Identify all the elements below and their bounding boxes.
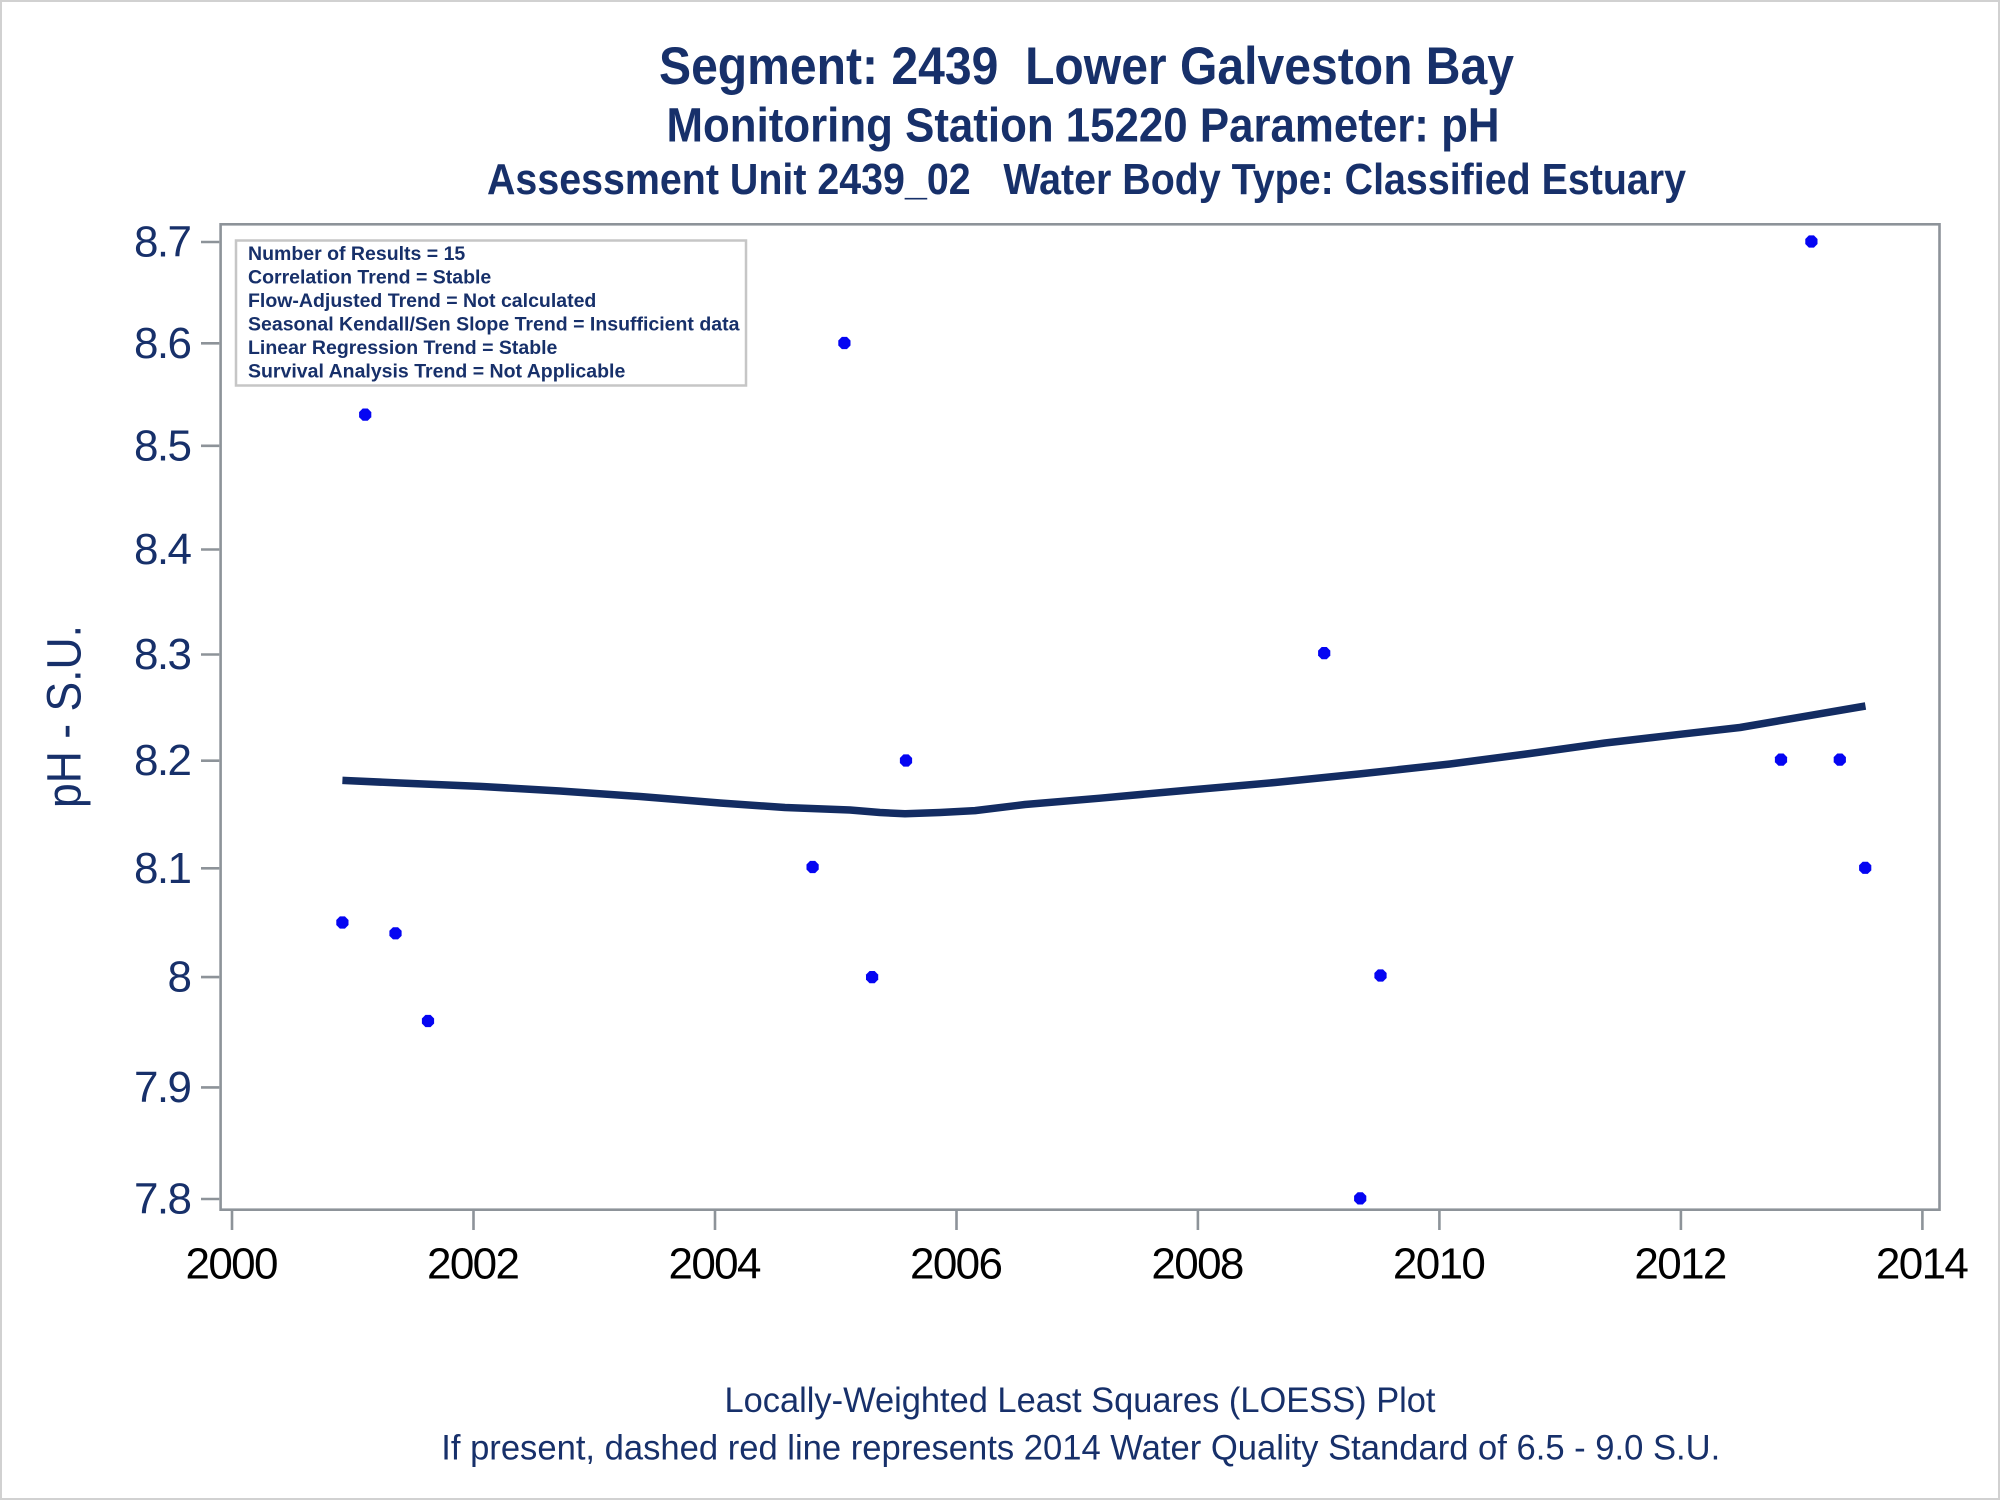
svg-text:Seasonal Kendall/Sen Slope Tre: Seasonal Kendall/Sen Slope Trend = Insuf… [248,314,740,336]
svg-text:7.9: 7.9 [134,1063,192,1112]
svg-text:8.4: 8.4 [134,525,192,574]
svg-text:8.5: 8.5 [134,421,192,470]
svg-text:2010: 2010 [1393,1240,1486,1289]
svg-text:8.7: 8.7 [134,218,192,267]
svg-text:pH - S.U.: pH - S.U. [39,625,92,808]
svg-text:Flow-Adjusted Trend = Not calc: Flow-Adjusted Trend = Not calculated [248,290,596,312]
svg-text:Correlation Trend = Stable: Correlation Trend = Stable [248,267,491,289]
svg-text:8.6: 8.6 [134,319,192,368]
svg-text:2002: 2002 [427,1240,520,1289]
svg-text:If present, dashed red line re: If present, dashed red line represents 2… [441,1429,1720,1468]
svg-text:Number of Results = 15: Number of Results = 15 [248,243,465,265]
svg-text:Linear Regression Trend = Stab: Linear Regression Trend = Stable [248,337,558,359]
svg-text:8: 8 [168,953,192,1002]
svg-text:Locally-Weighted Least Squares: Locally-Weighted Least Squares (LOESS) P… [725,1381,1436,1420]
svg-text:2006: 2006 [910,1240,1003,1289]
svg-text:2004: 2004 [669,1240,762,1289]
svg-text:8.3: 8.3 [134,630,192,679]
svg-text:Monitoring Station 15220 Param: Monitoring Station 15220 Parameter: pH [667,100,1500,153]
svg-text:7.8: 7.8 [134,1175,192,1224]
svg-text:2008: 2008 [1151,1240,1244,1289]
svg-text:2012: 2012 [1634,1240,1727,1289]
svg-text:Segment: 2439 Lower Galveston: Segment: 2439 Lower Galveston Bay [659,37,1514,96]
svg-text:2000: 2000 [186,1240,279,1289]
svg-text:8.2: 8.2 [134,736,192,785]
svg-text:Assessment Unit 2439_02 Wate: Assessment Unit 2439_02 Water Body Type:… [487,156,1686,204]
svg-text:Survival Analysis Trend = Not: Survival Analysis Trend = Not Applicable [248,361,625,383]
svg-text:2014: 2014 [1876,1240,1969,1289]
svg-text:8.1: 8.1 [134,844,192,893]
